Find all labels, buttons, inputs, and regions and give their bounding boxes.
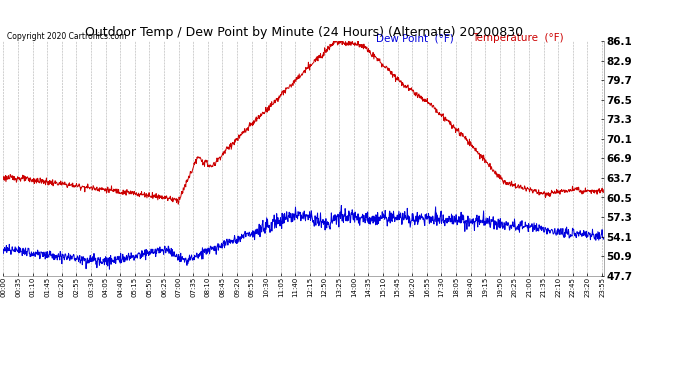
Text: Temperature  (°F): Temperature (°F) xyxy=(472,33,563,43)
Text: Dew Point  (°F): Dew Point (°F) xyxy=(375,33,453,43)
Text: Copyright 2020 Cartronics.com: Copyright 2020 Cartronics.com xyxy=(7,32,126,41)
Title: Outdoor Temp / Dew Point by Minute (24 Hours) (Alternate) 20200830: Outdoor Temp / Dew Point by Minute (24 H… xyxy=(85,26,522,39)
